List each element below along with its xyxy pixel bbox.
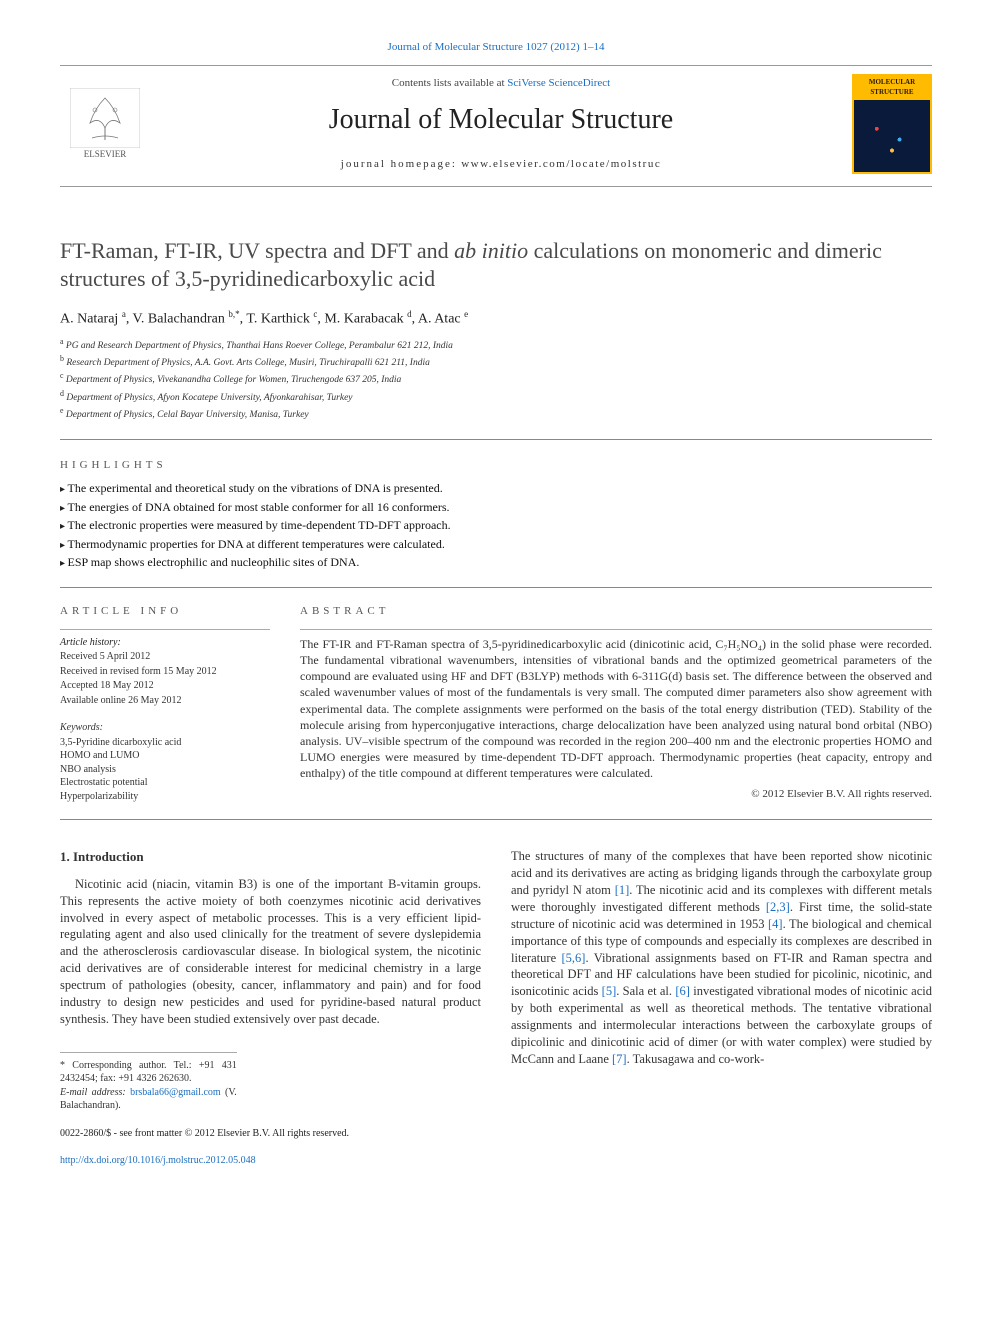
contents-prefix: Contents lists available at [392,77,507,89]
affiliation: e Department of Physics, Celal Bayar Uni… [60,405,932,422]
history-line: Available online 26 May 2012 [60,694,270,708]
homepage-label: journal homepage: [341,158,457,170]
rule [60,587,932,588]
elsevier-logo: ELSEVIER [60,79,150,169]
keyword: Hyperpolarizability [60,790,270,804]
keyword: 3,5-Pyridine dicarboxylic acid [60,736,270,750]
footnote-corr: * Corresponding author. Tel.: +91 431 24… [60,1059,237,1086]
elsevier-tree-icon [70,88,140,148]
corr-email-link[interactable]: brsbala66@gmail.com [130,1087,221,1098]
journal-banner: ELSEVIER Contents lists available at Sci… [60,65,932,187]
reference-link[interactable]: [5] [602,984,617,998]
contents-line: Contents lists available at SciVerse Sci… [164,76,838,91]
rule [60,439,932,440]
article-info: ARTICLE INFO Article history: Received 5… [60,604,270,803]
affiliation: d Department of Physics, Afyon Kocatepe … [60,388,932,405]
citation-line: Journal of Molecular Structure 1027 (201… [60,40,932,55]
highlights-list: The experimental and theoretical study o… [60,480,932,571]
journal-name: Journal of Molecular Structure [164,101,838,139]
journal-cover-thumb: MOLECULAR STRUCTURE [852,74,932,174]
reference-link[interactable]: [4] [768,917,783,931]
highlight-item: The experimental and theoretical study o… [60,480,932,497]
affiliations: a PG and Research Department of Physics,… [60,336,932,423]
cover-label: MOLECULAR STRUCTURE [854,78,930,97]
abstract-block: ABSTRACT The FT-IR and FT-Raman spectra … [300,604,932,803]
reference-link[interactable]: [6] [675,984,690,998]
keyword: Electrostatic potential [60,776,270,790]
homepage-line: journal homepage: www.elsevier.com/locat… [164,157,838,172]
corresponding-footnote: * Corresponding author. Tel.: +91 431 24… [60,1052,237,1113]
sciencedirect-link[interactable]: SciVerse ScienceDirect [507,77,610,89]
affiliation: c Department of Physics, Vivekanandha Co… [60,370,932,387]
abstract-heading: ABSTRACT [300,604,932,619]
history-line: Accepted 18 May 2012 [60,679,270,693]
intro-para-1: Nicotinic acid (niacin, vitamin B3) is o… [60,876,481,1028]
highlight-item: The energies of DNA obtained for most st… [60,499,932,516]
affiliation: b Research Department of Physics, A.A. G… [60,353,932,370]
body-columns: 1. Introduction Nicotinic acid (niacin, … [60,848,932,1167]
keyword: NBO analysis [60,763,270,777]
affiliation: a PG and Research Department of Physics,… [60,336,932,353]
abstract-text: The FT-IR and FT-Raman spectra of 3,5-py… [300,636,932,782]
banner-center: Contents lists available at SciVerse Sci… [164,76,838,171]
reference-link[interactable]: [5,6] [562,951,586,965]
citation-link[interactable]: Journal of Molecular Structure 1027 (201… [388,41,605,53]
meta-abstract-row: ARTICLE INFO Article history: Received 5… [60,604,932,803]
intro-para-2: The structures of many of the complexes … [511,848,932,1067]
rule [60,629,270,630]
highlight-item: ESP map shows electrophilic and nucleoph… [60,554,932,571]
keyword: HOMO and LUMO [60,749,270,763]
abstract-copyright: © 2012 Elsevier B.V. All rights reserved… [300,787,932,802]
doi-link[interactable]: http://dx.doi.org/10.1016/j.molstruc.201… [60,1155,256,1166]
title-part1: FT-Raman, FT-IR, UV spectra and DFT and [60,238,454,263]
authors-line: A. Nataraj a, V. Balachandran b,*, T. Ka… [60,308,932,330]
title-block: FT-Raman, FT-IR, UV spectra and DFT and … [60,237,932,294]
reference-link[interactable]: [1] [615,883,630,897]
email-label: E-mail address: [60,1087,130,1098]
highlight-item: The electronic properties were measured … [60,517,932,534]
reference-link[interactable]: [7] [612,1052,627,1066]
paper-title: FT-Raman, FT-IR, UV spectra and DFT and … [60,237,932,294]
body-col-left: 1. Introduction Nicotinic acid (niacin, … [60,848,481,1167]
history-line: Received in revised form 15 May 2012 [60,665,270,679]
body-col-right: The structures of many of the complexes … [511,848,932,1167]
history-label: Article history: [60,636,270,650]
publisher-name: ELSEVIER [84,148,127,160]
history-line: Received 5 April 2012 [60,650,270,664]
homepage-url: www.elsevier.com/locate/molstruc [461,158,661,170]
article-info-heading: ARTICLE INFO [60,604,270,619]
issn-line: 0022-2860/$ - see front matter © 2012 El… [60,1127,481,1141]
highlight-item: Thermodynamic properties for DNA at diff… [60,536,932,553]
rule [60,819,932,820]
rule [300,629,932,630]
title-italic: ab initio [454,238,528,263]
highlights-heading: HIGHLIGHTS [60,458,932,473]
reference-link[interactable]: [2,3] [766,900,790,914]
intro-heading: 1. Introduction [60,848,481,866]
keywords-label: Keywords: [60,721,270,735]
